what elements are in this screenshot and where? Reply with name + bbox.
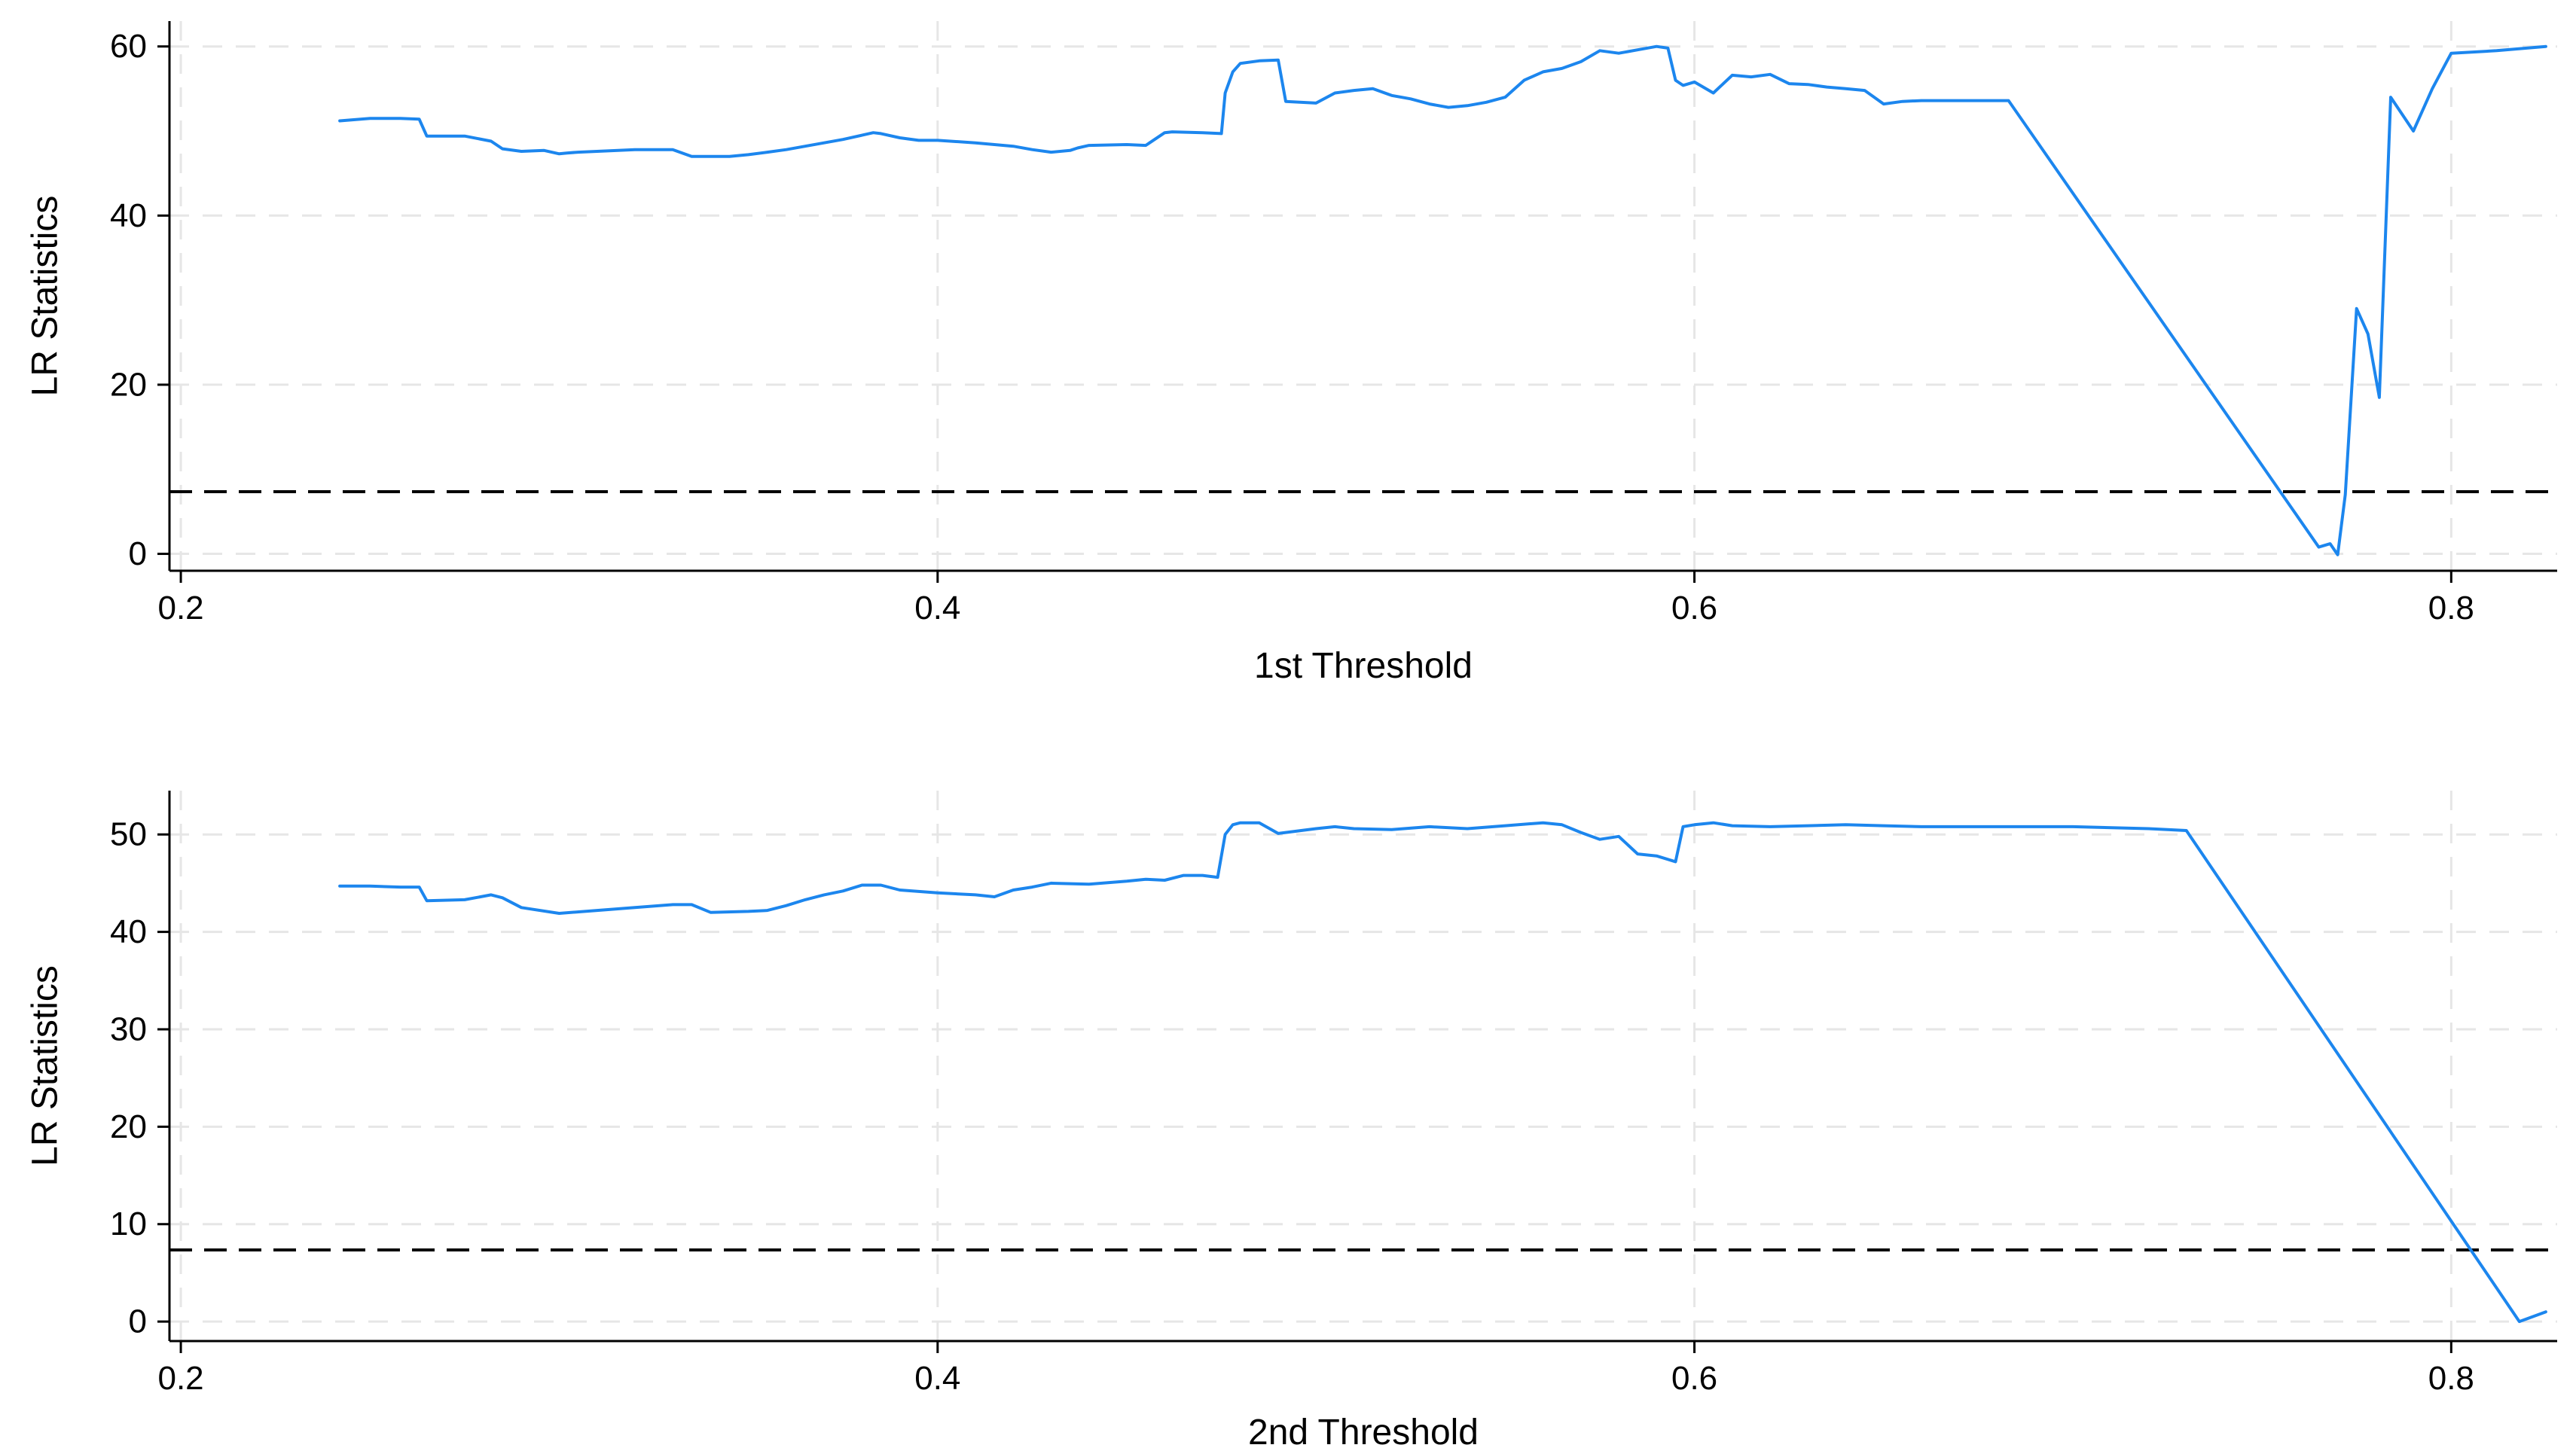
y-axis-title: LR Statistics [26,196,66,397]
x-tick-label: 0.2 [157,590,203,626]
chart-panel-first-threshold: 0 20 40 60 0.2 0.4 0.6 0.8 1st Threshold LR Stati… [26,21,2557,686]
x-tick-label: 0.4 [914,590,960,626]
chart-svg-first-threshold: 0 20 40 60 0.2 0.4 0.6 0.8 1st Threshold LR Stati… [26,21,2557,686]
x-tick-label: 0.6 [1671,590,1717,626]
x-tick-label: 0.2 [157,1360,203,1397]
x-tick-label: 0.4 [914,1360,960,1397]
series-line-second-threshold [338,821,2547,1324]
y-tick-label: 40 [110,913,147,950]
y-tick-label: 20 [110,1108,147,1145]
y-tick-label: 60 [110,28,147,65]
y-tick-label: 0 [129,1303,147,1340]
y-tick-label: 10 [110,1206,147,1242]
chart-svg-second-threshold: 0 10 20 30 40 50 0.2 0.4 0.6 0.8 2nd Threshold LR S… [26,791,2557,1452]
series-line-first-threshold [338,44,2547,556]
y-tick-label: 0 [129,535,147,572]
y-axis-title: LR Statistics [26,965,66,1166]
x-axis-title: 1st Threshold [1254,646,1473,686]
x-tick-label: 0.6 [1671,1360,1717,1397]
y-tick-label: 20 [110,366,147,403]
y-tick-label: 30 [110,1010,147,1047]
x-tick-label: 0.8 [2428,590,2474,626]
chart-panel-second-threshold: 0 10 20 30 40 50 0.2 0.4 0.6 0.8 2nd Threshold LR S… [0,753,2576,1454]
y-tick-label: 50 [110,816,147,853]
x-axis-title: 2nd Threshold [1248,1413,1479,1452]
y-tick-label: 40 [110,197,147,234]
x-tick-label: 0.8 [2428,1360,2474,1397]
